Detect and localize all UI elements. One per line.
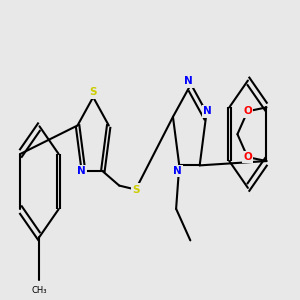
Text: S: S <box>132 184 140 194</box>
Text: O: O <box>243 106 252 116</box>
Text: N: N <box>76 167 85 176</box>
Text: N: N <box>173 166 182 176</box>
Text: S: S <box>89 87 97 98</box>
Text: CH₃: CH₃ <box>32 286 47 295</box>
Text: N: N <box>184 76 192 86</box>
Text: O: O <box>243 152 252 162</box>
Text: N: N <box>203 106 212 116</box>
